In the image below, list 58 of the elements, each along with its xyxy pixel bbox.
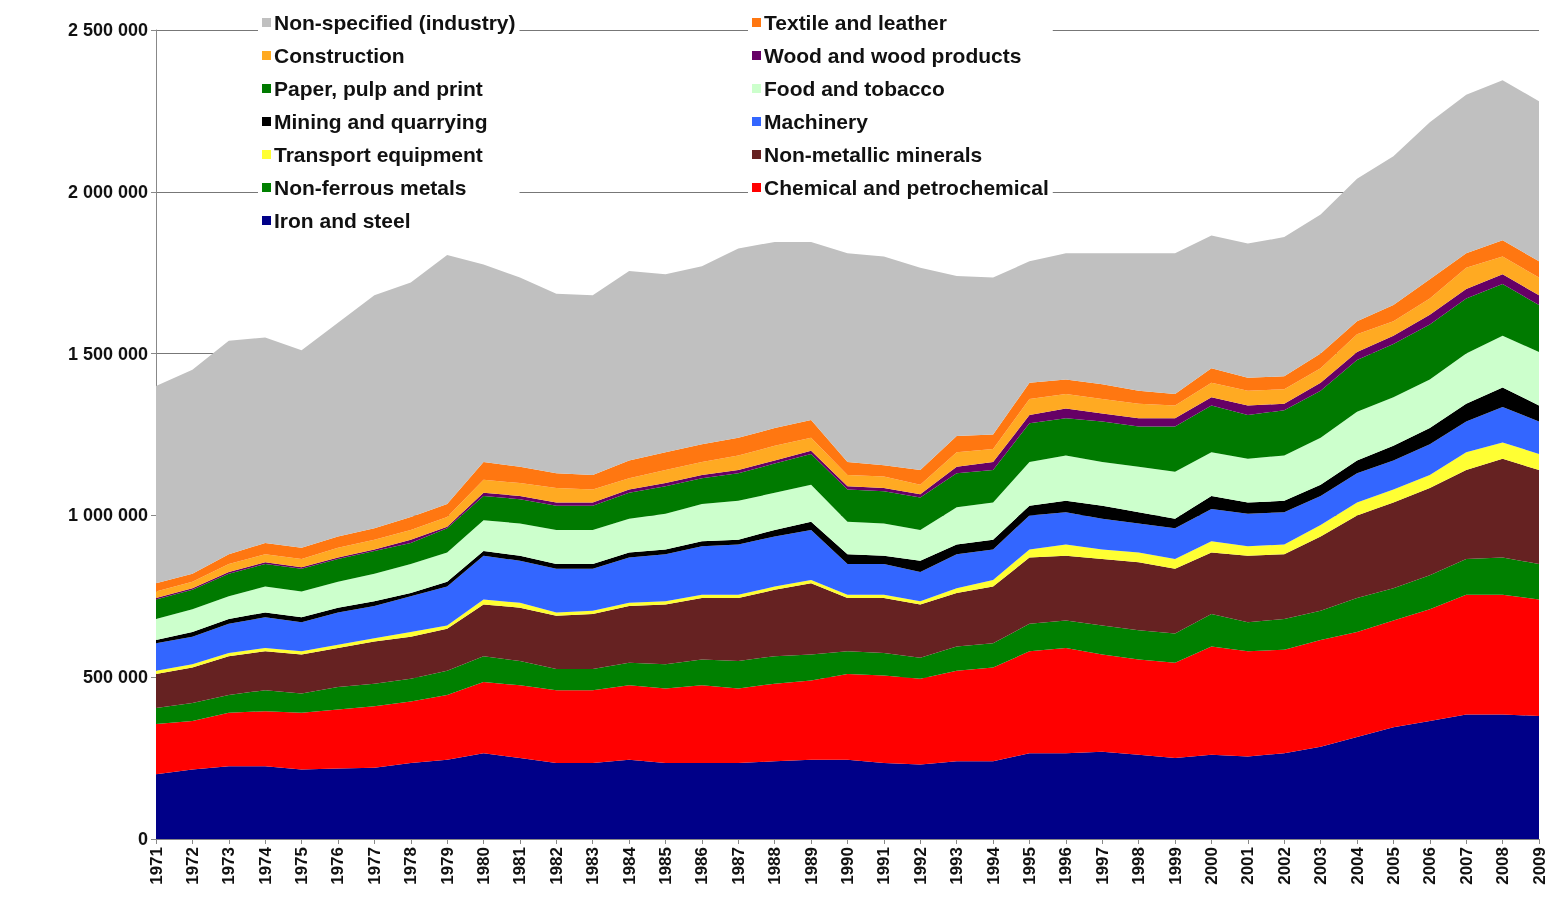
- x-tick-label: 1998: [1129, 847, 1149, 885]
- legend-label: Mining and quarrying: [274, 110, 488, 133]
- x-tick-label: 1980: [474, 847, 494, 885]
- legend-label: Wood and wood products: [764, 44, 1022, 67]
- x-tick-label: 2007: [1456, 847, 1476, 885]
- x-tick-label: 1994: [983, 846, 1003, 885]
- x-tick-label: 1982: [546, 847, 566, 885]
- x-tick-label: 1992: [910, 847, 930, 885]
- x-tick-label: 1977: [364, 847, 384, 885]
- legend-label: Machinery: [764, 110, 869, 133]
- y-tick-label: 2 000 000: [67, 181, 148, 202]
- y-tick-label: 1 000 000: [67, 505, 148, 526]
- x-tick-label: 1989: [801, 847, 821, 885]
- x-tick-label: 2006: [1420, 847, 1440, 885]
- legend-label: Textile and leather: [764, 11, 947, 34]
- x-tick-label: 2002: [1274, 847, 1294, 885]
- legend-label: Non-metallic minerals: [764, 143, 983, 166]
- legend-label: Non-specified (industry): [274, 11, 516, 34]
- x-tick-label: 1999: [1165, 847, 1185, 885]
- x-tick-label: 2001: [1238, 847, 1258, 885]
- x-tick-label: 1985: [656, 847, 676, 885]
- x-tick-label: 1974: [255, 846, 275, 885]
- x-tick-label: 1997: [1092, 847, 1112, 885]
- y-tick-label: 0: [137, 829, 148, 849]
- legend-label: Iron and steel: [274, 209, 411, 232]
- x-tick-label: 1988: [765, 847, 785, 885]
- y-tick-label: 500 000: [82, 667, 148, 688]
- x-tick-label: 1986: [692, 847, 712, 885]
- legend-label: Chemical and petrochemical: [764, 176, 1049, 199]
- x-tick-label: 1972: [182, 847, 202, 885]
- legend-label: Food and tobacco: [764, 77, 945, 100]
- y-tick-label: 2 500 000: [67, 20, 148, 40]
- x-tick-label: 2008: [1493, 847, 1513, 885]
- x-tick-label: 2000: [1201, 847, 1221, 885]
- x-tick-label: 2003: [1311, 847, 1331, 885]
- x-tick-label: 1991: [874, 847, 894, 885]
- x-tick-label: 1984: [619, 846, 639, 885]
- x-tick-label: 1975: [292, 847, 312, 885]
- x-tick-label: 1979: [437, 847, 457, 885]
- x-tick-label: 1981: [510, 847, 530, 885]
- legend-label: Paper, pulp and print: [274, 77, 483, 100]
- legend-label: Construction: [274, 44, 405, 67]
- x-tick-label: 2004: [1347, 846, 1367, 885]
- x-tick-label: 1993: [947, 847, 967, 885]
- x-tick-label: 1978: [401, 847, 421, 885]
- x-tick-label: 1976: [328, 847, 348, 885]
- y-tick-label: 1 500 000: [67, 343, 148, 364]
- x-tick-label: 1983: [583, 847, 603, 885]
- x-tick-label: 1990: [838, 847, 857, 885]
- legend-label: Transport equipment: [274, 143, 483, 166]
- x-tick-label: 1971: [146, 847, 166, 885]
- legend-label: Non-ferrous metals: [274, 176, 467, 199]
- x-tick-label: 1973: [219, 847, 239, 885]
- x-tick-label: 1995: [1019, 847, 1039, 885]
- x-tick-label: 1987: [728, 847, 748, 885]
- x-tick-label: 2009: [1529, 847, 1549, 885]
- x-tick-label: 1996: [1056, 847, 1076, 885]
- x-tick-label: 2005: [1383, 847, 1403, 885]
